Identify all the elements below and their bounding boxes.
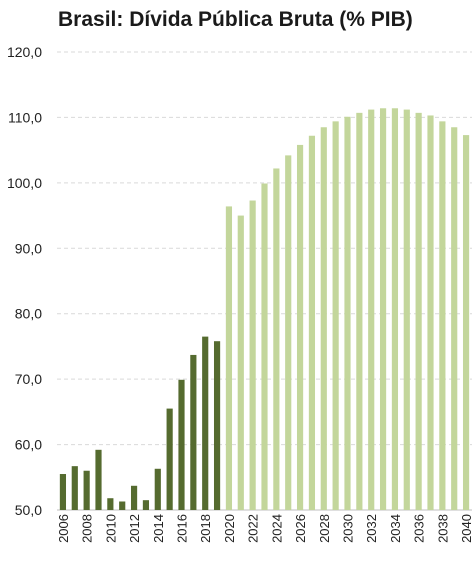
bar-2008 xyxy=(83,470,90,510)
bar-2030 xyxy=(344,116,351,510)
x-tick-label: 2038 xyxy=(435,514,450,543)
bar-2028 xyxy=(320,127,327,510)
bars xyxy=(59,108,470,511)
bar-2029 xyxy=(332,121,339,511)
x-tick-label: 2028 xyxy=(317,514,332,543)
y-tick-label: 90,0 xyxy=(15,240,42,256)
x-tick-label: 2008 xyxy=(80,514,95,543)
bar-2010 xyxy=(107,498,114,510)
y-axis-ticks: 50,0 60,0 70,0 80,0 90,0 100,0 110,0 120,0 xyxy=(7,44,42,518)
bar-2037 xyxy=(427,115,434,511)
x-tick-label: 2030 xyxy=(341,514,356,543)
bar-2026 xyxy=(296,144,304,510)
y-tick-label: 110,0 xyxy=(8,109,42,125)
bar-2012 xyxy=(130,485,138,510)
y-tick-label: 80,0 xyxy=(15,306,42,322)
y-tick-label: 70,0 xyxy=(15,371,42,387)
bar-2032 xyxy=(368,109,375,510)
bar-2024 xyxy=(273,168,280,510)
bar-2017 xyxy=(190,354,197,510)
x-tick-label: 2022 xyxy=(246,514,261,543)
x-tick-label: 2040 xyxy=(459,514,473,543)
chart-title: Brasil: Dívida Pública Bruta (% PIB) xyxy=(58,8,413,31)
bar-2015 xyxy=(166,408,173,510)
bar-2021 xyxy=(237,215,244,511)
bar-2027 xyxy=(308,135,316,510)
x-tick-label: 2014 xyxy=(151,514,166,543)
x-tick-label: 2018 xyxy=(198,514,213,543)
y-tick-label: 100,0 xyxy=(7,175,42,191)
bar-2035 xyxy=(403,109,410,510)
bar-2018 xyxy=(202,336,209,510)
bar-2031 xyxy=(356,112,363,510)
bar-2007 xyxy=(71,466,78,510)
x-tick-label: 2034 xyxy=(388,514,403,543)
y-tick-label: 60,0 xyxy=(15,437,42,453)
x-tick-label: 2012 xyxy=(127,514,142,543)
bar-2011 xyxy=(119,501,126,510)
bar-2023 xyxy=(261,183,268,511)
x-tick-label: 2026 xyxy=(293,514,308,543)
x-tick-label: 2020 xyxy=(222,514,237,543)
x-tick-label: 2032 xyxy=(364,514,379,543)
y-tick-label: 50,0 xyxy=(15,502,42,518)
x-tick-label: 2016 xyxy=(175,514,190,543)
bar-2019 xyxy=(213,341,221,510)
bar-2034 xyxy=(391,108,399,511)
bar-2038 xyxy=(439,121,446,511)
x-tick-label: 2006 xyxy=(56,514,71,543)
x-tick-label: 2024 xyxy=(269,514,284,543)
x-axis-ticks: 2006 2008 2010 2012 2014 2016 2018 2020 2022 2024… xyxy=(56,514,473,543)
bar-2039 xyxy=(451,127,458,510)
bar-2014 xyxy=(154,468,161,510)
bar-2009 xyxy=(95,449,102,510)
bar-2036 xyxy=(415,112,422,510)
bar-2016 xyxy=(178,379,185,510)
bar-2025 xyxy=(285,155,292,510)
x-tick-label: 2036 xyxy=(412,514,427,543)
bar-2040 xyxy=(462,135,470,510)
x-tick-label: 2010 xyxy=(103,514,118,543)
bar-2033 xyxy=(379,108,387,511)
bar-2006 xyxy=(59,474,67,510)
bar-2022 xyxy=(249,200,256,510)
y-tick-label: 120,0 xyxy=(7,44,42,60)
bar-2020 xyxy=(225,206,233,510)
bar-2013 xyxy=(142,500,150,510)
